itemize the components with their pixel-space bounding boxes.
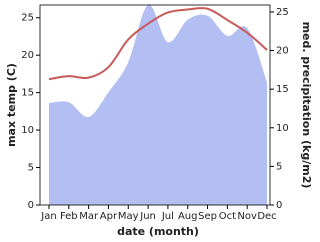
plot-frame — [39, 4, 271, 206]
y2-tick-label: 5 — [276, 161, 282, 172]
x-tick-label: Jun — [139, 211, 156, 222]
x-tick-label: Dec — [257, 211, 276, 222]
y-tick-label: 20 — [21, 50, 34, 61]
x-tick-label: Jul — [161, 211, 174, 222]
y-tick-label: 15 — [21, 88, 34, 99]
y2-tick-label: 20 — [276, 46, 289, 57]
y2-tick-label: 15 — [276, 84, 289, 95]
precipitation-area — [49, 4, 267, 206]
x-tick-label: Nov — [237, 211, 257, 222]
y2-tick-label: 10 — [276, 123, 289, 134]
temp-line — [48, 7, 268, 81]
x-tick-label: Aug — [178, 211, 198, 222]
y-tick-label: 10 — [21, 125, 34, 136]
y-tick-label: 25 — [21, 13, 34, 24]
x-tick-label: Jan — [40, 211, 56, 222]
x-tick-label: Feb — [60, 211, 78, 222]
y2-axis-label: med. precipitation (kg/m2) — [300, 22, 313, 189]
x-tick-label: Apr — [100, 211, 118, 222]
y2-tick-label: 25 — [276, 7, 289, 18]
y-tick-label: 0 — [28, 200, 34, 211]
x-tick-label: Mar — [79, 211, 99, 222]
x-tick-label: May — [118, 211, 139, 222]
y-tick-label: 5 — [28, 163, 34, 174]
x-axis-label: date (month) — [117, 225, 199, 238]
y-axis-label: max temp (C) — [5, 63, 18, 147]
y2-tick-label: 0 — [276, 200, 282, 211]
x-tick-label: Sep — [198, 211, 217, 222]
x-tick-label: Oct — [219, 211, 236, 222]
